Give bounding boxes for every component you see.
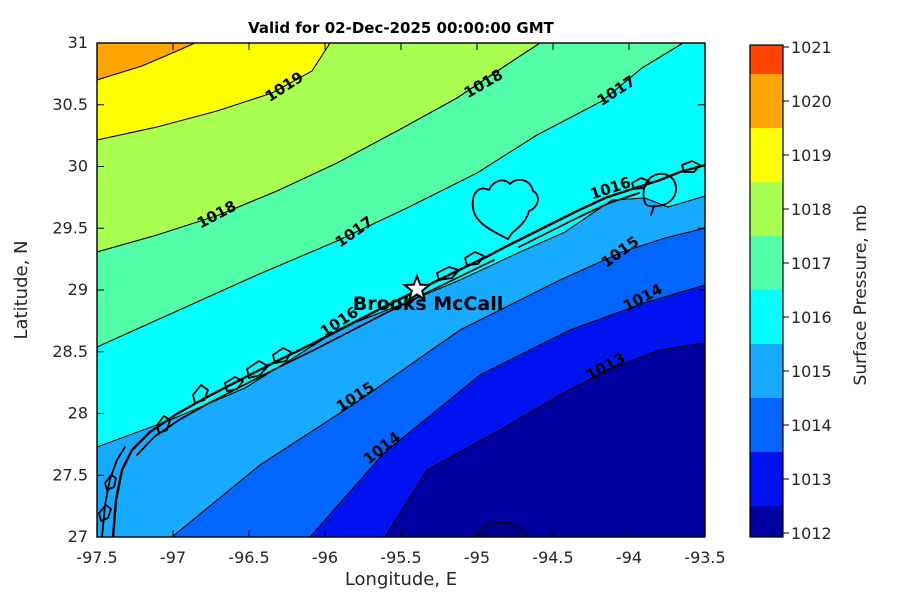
map-area: 1019 1018 1018 1017 1017 1016 1016 1015 … — [96, 42, 706, 538]
coastline — [111, 163, 705, 537]
x-tick-label: -94.5 — [532, 548, 573, 567]
coastal-island-blobs — [98, 160, 701, 522]
colorbar-tick-label: 1017 — [791, 254, 832, 273]
contour-line-1015 — [171, 227, 705, 537]
pressure-band-1017-1018 — [97, 43, 683, 347]
colorbar-band — [750, 290, 783, 344]
contour-line-1017 — [97, 43, 684, 348]
station-label: Brooks McCall — [353, 293, 503, 315]
colorbar-tick-label: 1019 — [791, 146, 832, 165]
pressure-band-1013-1014 — [310, 285, 705, 537]
station-star-icon — [401, 273, 433, 302]
y-axis-label: Latitude, N — [11, 241, 32, 340]
colorbar-band — [750, 45, 783, 74]
colorbar-tick-label: 1013 — [791, 470, 832, 489]
plot-frame — [96, 42, 706, 538]
pressure-band-1016-1017 — [97, 43, 705, 447]
colorbar-tick-label: 1020 — [791, 92, 832, 111]
colorbar-band — [750, 236, 783, 290]
contour-line-1020 — [97, 43, 196, 81]
colorbar-frame — [749, 44, 784, 538]
figure-title: Valid for 02-Dec-2025 00:00:00 GMT — [248, 19, 554, 37]
pressure-band-1015-1016 — [97, 196, 705, 537]
y-axis-tick-labels: 31 30.5 30 29.5 29 28.5 28 27.5 27 — [52, 33, 88, 546]
colorbar-tick-label: 1018 — [791, 200, 832, 219]
laguna-inner-line — [101, 446, 126, 537]
colorbar-axis-label: Surface Pressure, mb — [851, 205, 871, 386]
x-tick-label: -97 — [160, 548, 186, 567]
colorbar-tick-label: 1014 — [791, 416, 832, 435]
colorbar-tick-marks — [783, 46, 789, 534]
colorbar — [749, 44, 789, 538]
pressure-band-below-1012 — [475, 522, 530, 537]
x-tick-label: -96 — [312, 548, 338, 567]
contour-line-1012 — [474, 521, 531, 537]
contour-line-1016 — [97, 195, 705, 448]
x-tick-label: -94 — [616, 548, 642, 567]
y-tick-label: 29.5 — [52, 218, 88, 237]
pressure-band-1014-1015 — [172, 228, 705, 537]
x-tick-label: -95.5 — [380, 548, 421, 567]
colorbar-band — [750, 506, 783, 537]
pressure-band-1012-1013 — [385, 343, 705, 537]
y-tick-label: 28 — [68, 404, 88, 423]
y-tick-label: 30.5 — [52, 95, 88, 114]
y-tick-label: 28.5 — [52, 342, 88, 361]
y-tick-label: 31 — [68, 33, 88, 52]
contour-line-1019 — [97, 43, 331, 141]
barrier-island-line-east — [518, 192, 640, 248]
colorbar-tick-label: 1016 — [791, 308, 832, 327]
y-tick-label: 30 — [68, 157, 88, 176]
colorbar-band — [750, 344, 783, 398]
colorbar-tick-labels: 1021 1020 1019 1018 1017 1016 1015 1014 … — [791, 38, 832, 543]
x-axis-tick-labels: -97.5 -97 -96.5 -96 -95.5 -95 -94.5 -94 … — [76, 548, 725, 567]
barrier-island-line — [136, 259, 495, 456]
y-tick-label: 27.5 — [52, 465, 88, 484]
pressure-band-above-1020 — [97, 43, 195, 80]
colorbar-band — [750, 74, 783, 128]
colorbar-band — [750, 182, 783, 236]
x-tick-label: -97.5 — [76, 548, 117, 567]
colorbar-tick-label: 1021 — [791, 38, 832, 57]
y-tick-label: 29 — [68, 280, 88, 299]
contour-line-1013 — [384, 342, 705, 537]
galveston-bay-outline — [471, 178, 539, 240]
pressure-band-1018-1019 — [97, 43, 540, 252]
colorbar-band — [750, 452, 783, 506]
contour-line-1018 — [97, 43, 541, 253]
pressure-band-1019-1020 — [97, 43, 330, 140]
x-tick-label: -96.5 — [228, 548, 269, 567]
contour-line-1014 — [309, 284, 705, 537]
colorbar-tick-label: 1015 — [791, 362, 832, 381]
x-tick-label: -95 — [464, 548, 490, 567]
x-tick-label: -93.5 — [684, 548, 725, 567]
colorbar-band — [750, 128, 783, 182]
colorbar-band — [750, 398, 783, 452]
y-tick-label: 27 — [68, 527, 88, 546]
x-axis-label: Longitude, E — [345, 569, 457, 590]
colorbar-tick-label: 1012 — [791, 524, 832, 543]
